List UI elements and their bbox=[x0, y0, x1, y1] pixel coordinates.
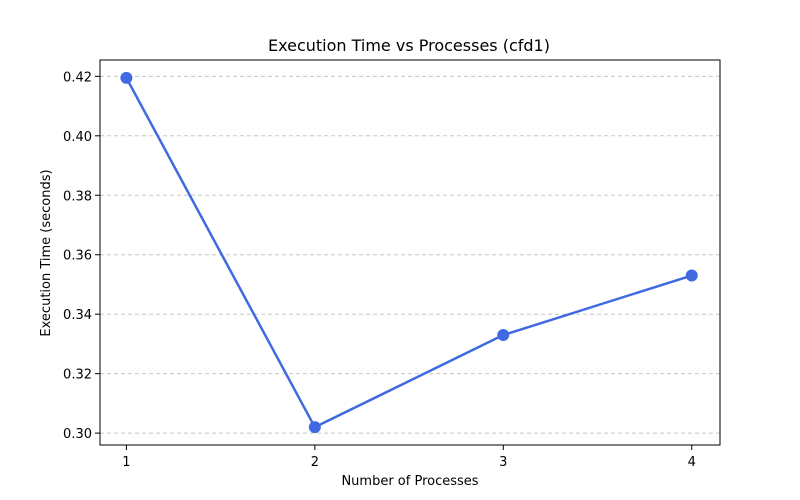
axis-ticks: 0.30 0.32 0.34 0.36 0.38 0.40 0.42 1 2 3 4 bbox=[63, 70, 696, 470]
y-tick-label: 0.42 bbox=[63, 70, 92, 85]
data-point bbox=[685, 269, 698, 282]
y-tick-label: 0.34 bbox=[63, 308, 92, 323]
x-tick-label: 4 bbox=[688, 455, 696, 470]
x-axis-label: Number of Processes bbox=[341, 474, 478, 489]
y-tick-label: 0.30 bbox=[63, 427, 92, 442]
plot-frame bbox=[99, 59, 721, 446]
x-tick-label: 1 bbox=[122, 455, 130, 470]
y-axis-label: Execution Time (seconds) bbox=[39, 169, 54, 336]
x-tick-label: 2 bbox=[311, 455, 319, 470]
y-tick-label: 0.32 bbox=[63, 368, 92, 383]
y-tick-label: 0.36 bbox=[63, 249, 92, 264]
data-point bbox=[308, 421, 321, 434]
series-line bbox=[125, 77, 693, 429]
series-layer bbox=[120, 71, 698, 434]
y-tick-label: 0.40 bbox=[63, 130, 92, 145]
grid-lines bbox=[100, 75, 720, 434]
chart-title: Execution Time vs Processes (cfd1) bbox=[268, 36, 550, 55]
data-point bbox=[497, 329, 510, 341]
data-point bbox=[120, 71, 133, 84]
x-tick-label: 3 bbox=[499, 455, 507, 470]
y-tick-label: 0.38 bbox=[63, 189, 92, 204]
